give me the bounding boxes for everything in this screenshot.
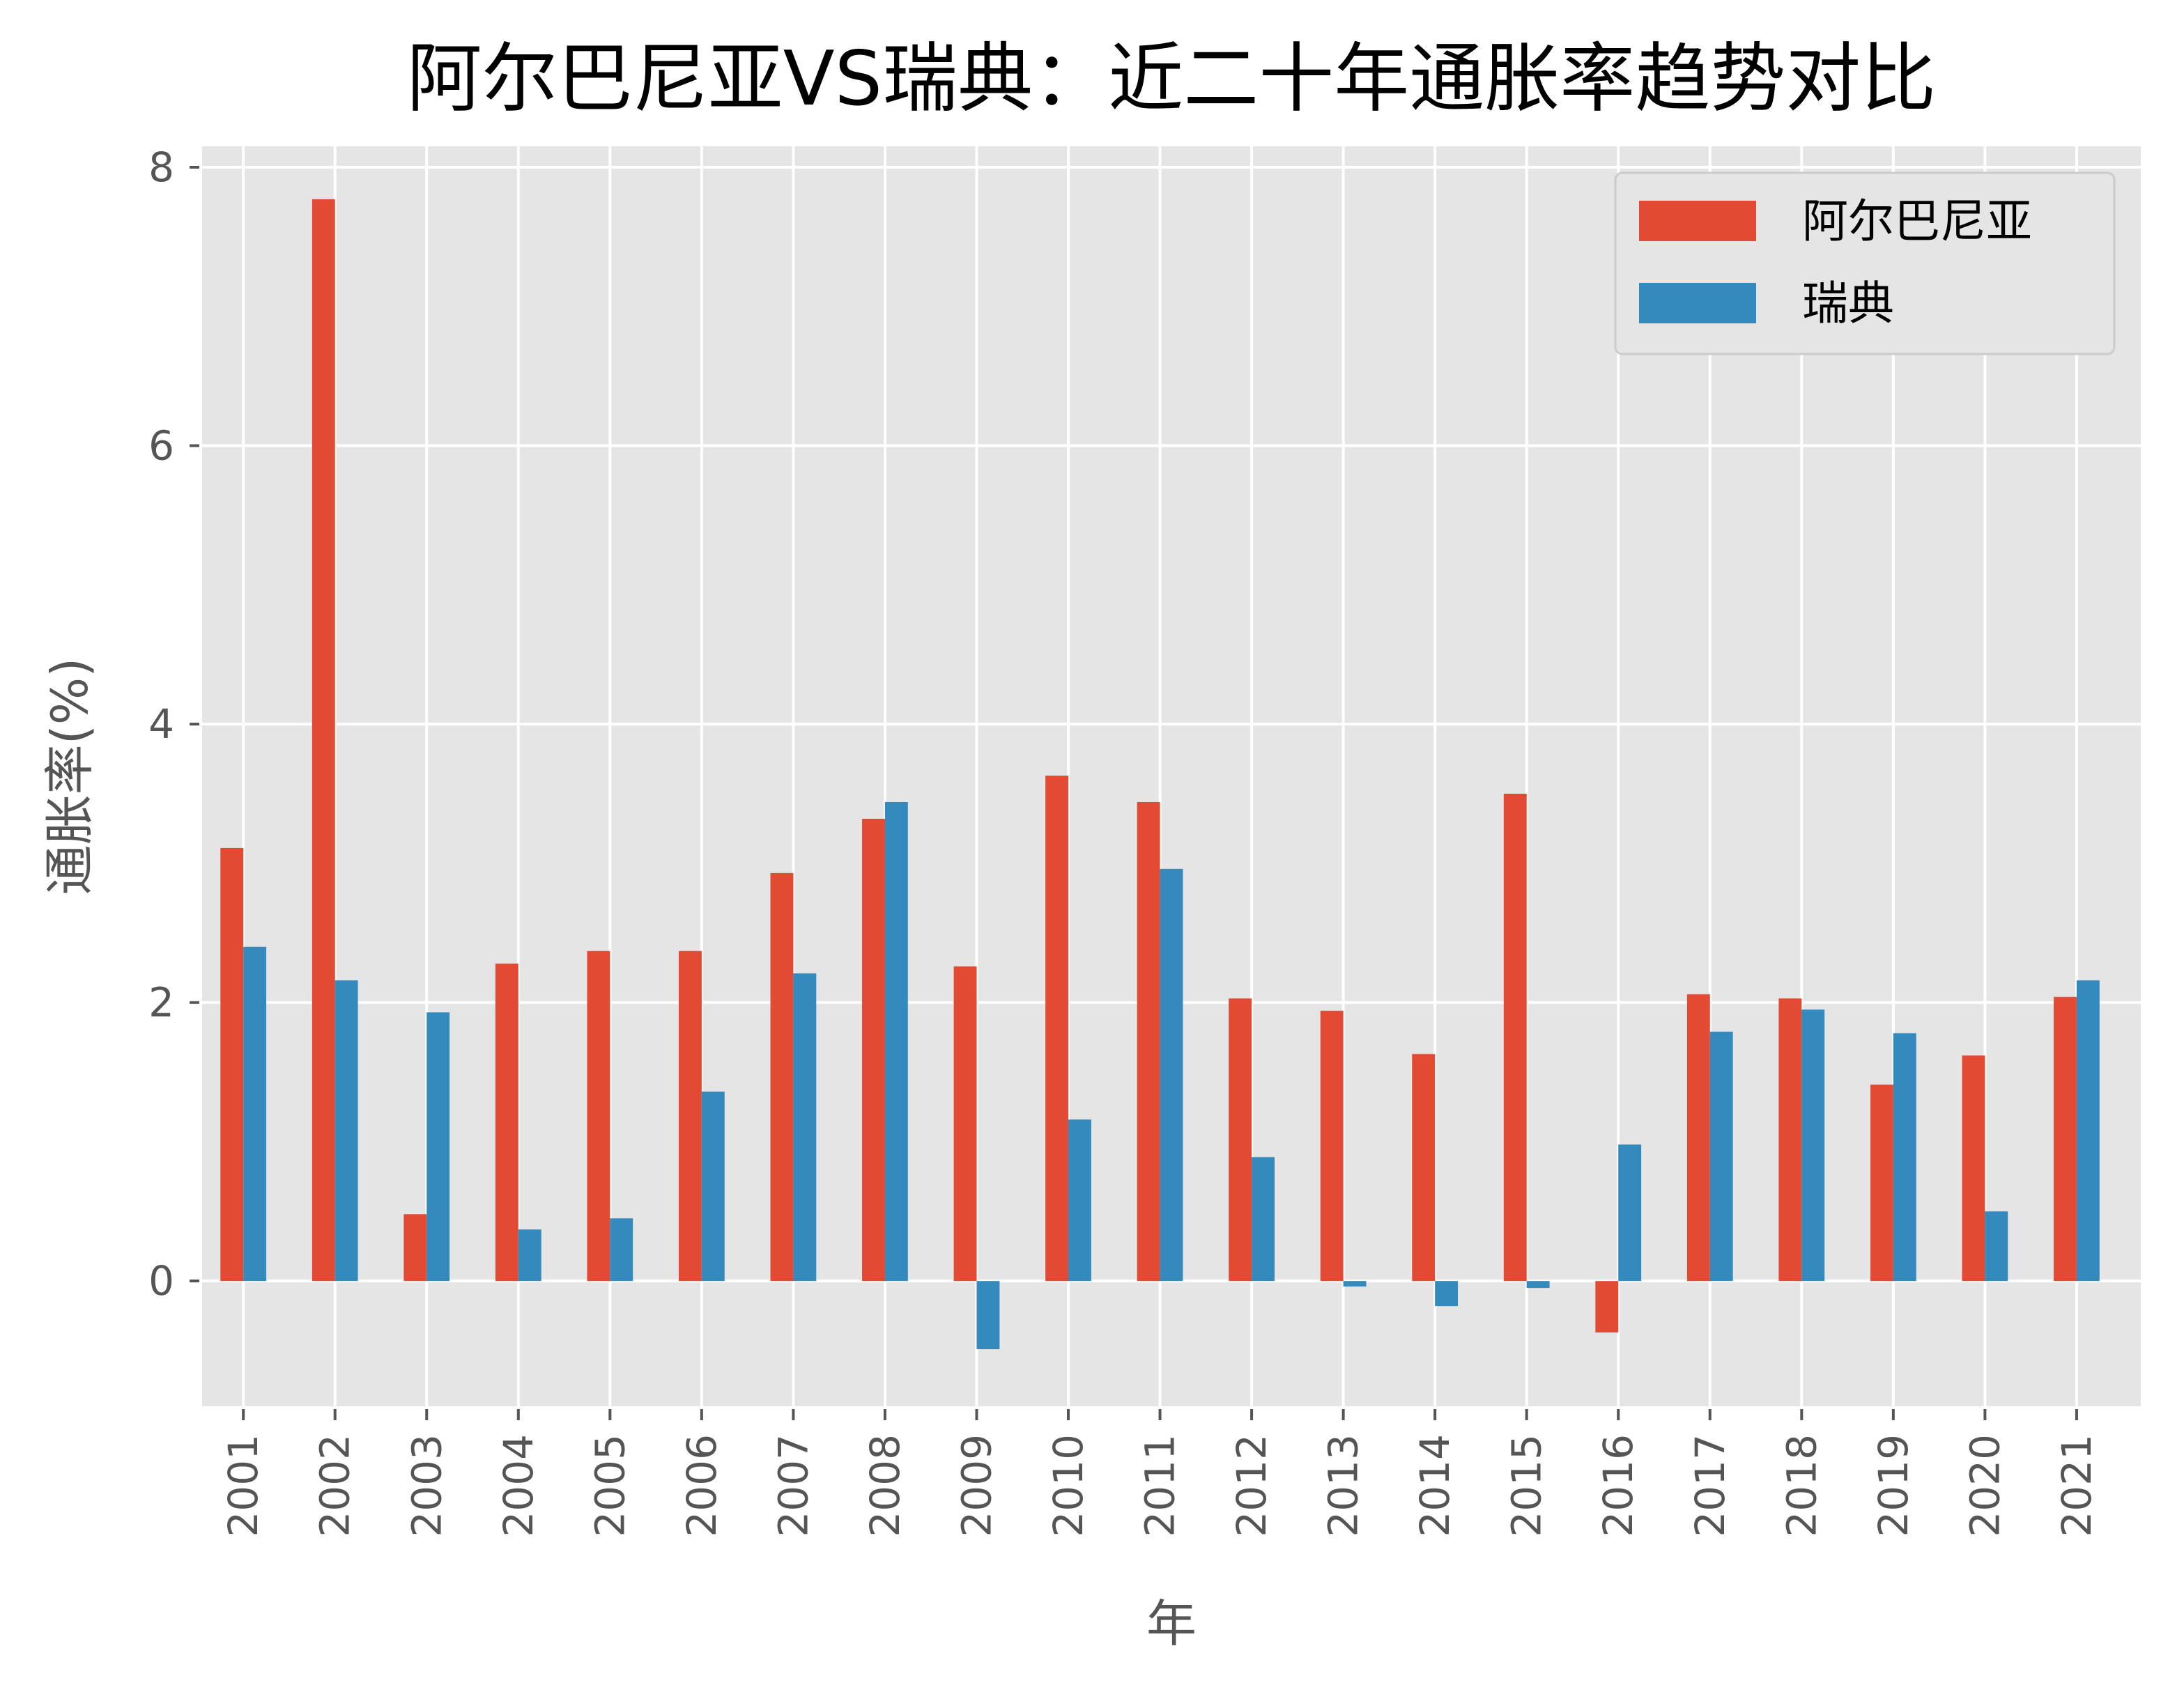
bar-sweden-2010 xyxy=(1068,1119,1091,1282)
bar-albania-2021 xyxy=(2054,997,2077,1282)
bar-sweden-2015 xyxy=(1526,1281,1550,1289)
bar-albania-2003 xyxy=(403,1214,427,1282)
bar-albania-2014 xyxy=(1412,1054,1436,1282)
bar-albania-2012 xyxy=(1229,998,1252,1282)
chart-title: 阿尔巴尼亚VS瑞典：近二十年通胀率趋势对比 xyxy=(407,36,1936,123)
x-tick-label: 2009 xyxy=(953,1434,1000,1537)
bar-albania-2008 xyxy=(862,818,885,1282)
bar-sweden-2019 xyxy=(1893,1033,1916,1282)
x-tick-label: 2016 xyxy=(1594,1434,1642,1537)
y-axis-label: 通胀率(%) xyxy=(40,658,99,895)
bar-albania-2002 xyxy=(312,199,335,1282)
bar-sweden-2006 xyxy=(701,1091,725,1282)
bar-albania-2005 xyxy=(587,951,610,1282)
x-tick-label: 2012 xyxy=(1228,1434,1275,1537)
x-tick-label: 2018 xyxy=(1778,1434,1825,1537)
y-tick-label: 4 xyxy=(148,700,174,748)
bar-albania-2017 xyxy=(1686,994,1710,1282)
bar-sweden-2009 xyxy=(976,1281,1000,1350)
x-tick-label: 2004 xyxy=(495,1434,542,1537)
bar-sweden-2005 xyxy=(610,1218,633,1282)
bars xyxy=(220,199,2100,1350)
legend-swatch-albania xyxy=(1639,201,1756,241)
bar-sweden-2003 xyxy=(426,1012,450,1282)
x-tick-label: 2002 xyxy=(312,1434,359,1537)
y-tick-label: 2 xyxy=(148,979,174,1026)
x-tick-label: 2010 xyxy=(1045,1434,1092,1537)
x-tick-label: 2006 xyxy=(678,1434,725,1537)
x-tick-label: 2005 xyxy=(586,1434,633,1537)
x-tick-label: 2020 xyxy=(1961,1434,2008,1537)
bar-sweden-2014 xyxy=(1435,1281,1459,1307)
legend-label-sweden: 瑞典 xyxy=(1802,277,1894,330)
y-tick-label: 6 xyxy=(148,422,174,470)
x-tick-label: 2011 xyxy=(1137,1434,1184,1537)
bar-sweden-2008 xyxy=(884,801,908,1282)
bar-sweden-2004 xyxy=(518,1229,541,1282)
bar-sweden-2018 xyxy=(1801,1009,1825,1282)
bar-sweden-2013 xyxy=(1343,1281,1367,1287)
x-tick-label: 2001 xyxy=(220,1434,267,1537)
bar-albania-2016 xyxy=(1595,1281,1619,1333)
x-tick-label: 2015 xyxy=(1503,1434,1551,1537)
x-tick-label: 2014 xyxy=(1411,1434,1459,1537)
x-tick-label: 2013 xyxy=(1320,1434,1367,1537)
bar-sweden-2002 xyxy=(334,980,358,1282)
bar-sweden-2021 xyxy=(2076,980,2100,1282)
legend-label-albania: 阿尔巴尼亚 xyxy=(1802,194,2032,248)
bar-albania-2001 xyxy=(220,847,244,1282)
x-tick-label: 2017 xyxy=(1686,1434,1734,1537)
bar-albania-2011 xyxy=(1137,801,1160,1282)
x-tick-label: 2007 xyxy=(769,1434,817,1537)
bar-sweden-2016 xyxy=(1618,1144,1642,1282)
legend-swatch-sweden xyxy=(1639,283,1756,323)
bar-albania-2013 xyxy=(1320,1010,1344,1282)
bar-sweden-2011 xyxy=(1160,868,1183,1282)
y-tick-label: 0 xyxy=(148,1257,174,1305)
bar-albania-2019 xyxy=(1870,1084,1893,1282)
bar-albania-2018 xyxy=(1778,998,1802,1282)
axes: 0 2 4 6 8 2001 2002 2003 2004 2005 2006 2007 2008 200… xyxy=(148,144,2100,1537)
bar-sweden-2001 xyxy=(243,946,267,1282)
bar-albania-2015 xyxy=(1503,793,1527,1282)
bar-sweden-2020 xyxy=(1985,1211,2008,1282)
bar-albania-2006 xyxy=(678,951,702,1282)
x-tick-label: 2003 xyxy=(403,1434,450,1537)
bar-albania-2009 xyxy=(953,966,977,1282)
bar-sweden-2007 xyxy=(793,973,817,1282)
bar-albania-2010 xyxy=(1045,776,1069,1282)
x-axis-label: 年 xyxy=(1146,1594,1197,1653)
x-tick-label: 2021 xyxy=(2053,1434,2100,1537)
bar-albania-2007 xyxy=(770,872,794,1282)
y-tick-label: 8 xyxy=(148,144,174,191)
bar-sweden-2012 xyxy=(1252,1157,1275,1282)
x-tick-label: 2008 xyxy=(861,1434,909,1537)
bar-albania-2020 xyxy=(1962,1055,1985,1282)
bar-sweden-2017 xyxy=(1709,1031,1733,1282)
bar-albania-2004 xyxy=(495,963,518,1282)
x-tick-label: 2019 xyxy=(1870,1434,1917,1537)
